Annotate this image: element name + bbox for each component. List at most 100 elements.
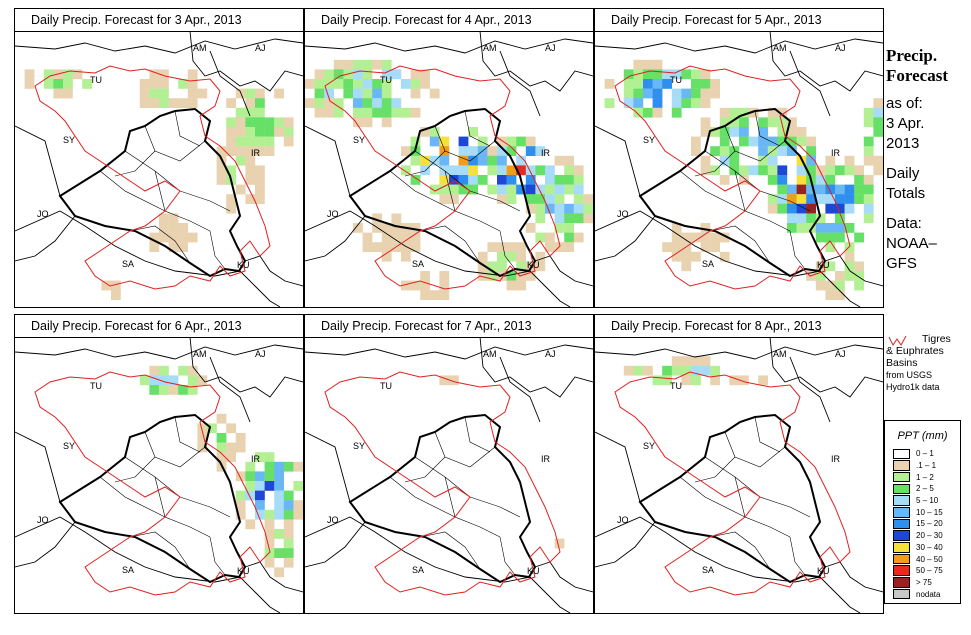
precip-map: AM AJ TU SY IR JO SA KU: [595, 337, 883, 613]
precip-cell: [305, 79, 315, 89]
precip-cell: [758, 165, 768, 176]
precip-cell: [410, 232, 421, 243]
precip-cell: [420, 280, 430, 291]
precip-cell: [53, 79, 64, 89]
country-border: [789, 50, 831, 117]
legend-label: 1 – 2: [916, 472, 934, 482]
precip-cell: [796, 136, 807, 147]
precip-cell: [825, 223, 836, 233]
precip-cell: [671, 107, 682, 118]
precip-cell: [381, 88, 392, 99]
panel-title: Daily Precip. Forecast for 8 Apr., 2013: [595, 315, 883, 338]
precip-cell: [633, 365, 644, 376]
precip-cell: [391, 107, 402, 118]
precip-cell: [283, 519, 294, 530]
country-border: [15, 38, 303, 54]
precip-cell: [806, 146, 816, 156]
precip-cell: [159, 232, 169, 243]
legend-label: .1 – 1: [916, 461, 937, 471]
precip-cell: [274, 529, 284, 539]
country-label-sy: SY: [353, 441, 365, 451]
country-border: [15, 210, 281, 307]
precip-cell: [748, 107, 759, 118]
sidebar-title-line2: Forecast: [886, 66, 948, 85]
precip-cell: [264, 538, 275, 549]
province-border: [709, 225, 771, 264]
precip-cell: [506, 184, 517, 195]
precip-cell: [497, 242, 507, 252]
precip-cell: [643, 88, 653, 99]
precip-cell: [777, 136, 788, 147]
precip-cell: [314, 69, 325, 80]
precip-cell: [439, 290, 450, 300]
precip-cell: [333, 59, 344, 70]
basin-outline: [614, 371, 851, 596]
precip-cell: [554, 184, 565, 195]
precip-cell: [245, 117, 256, 128]
precip-cell: [410, 88, 421, 99]
precip-cell: [691, 232, 701, 243]
precip-cell: [245, 165, 256, 176]
precip-cell: [245, 127, 256, 137]
precip-cell: [420, 271, 430, 281]
precip-cell: [758, 117, 768, 128]
precip-cell: [274, 500, 284, 510]
precip-cell: [255, 184, 265, 195]
precip-cell: [564, 165, 574, 176]
precip-cell: [353, 59, 363, 70]
precip-cell: [815, 213, 826, 224]
precip-cell: [554, 194, 565, 204]
basin-key-line2: & Euphrates: [886, 345, 944, 357]
precip-cell: [264, 136, 275, 147]
iraq-border: [638, 107, 827, 278]
precip-cell: [825, 232, 836, 243]
precip-cell: [429, 88, 440, 99]
precip-cell: [487, 146, 498, 156]
precip-cell: [739, 127, 749, 137]
province-border: [694, 150, 736, 177]
province-border: [179, 496, 231, 518]
precip-cell: [604, 79, 615, 89]
precip-cell: [796, 213, 807, 224]
precip-cell: [854, 232, 864, 243]
province-border: [754, 416, 781, 453]
province-border: [679, 476, 746, 518]
precip-cell: [362, 232, 373, 243]
precip-cell: [274, 471, 284, 482]
precip-cell: [449, 375, 459, 386]
country-label-aj: AJ: [835, 349, 846, 359]
precip-cell: [139, 88, 150, 99]
precip-cell: [63, 69, 73, 80]
legend-label: nodata: [916, 589, 941, 599]
precip-cell: [429, 290, 440, 300]
precip-cell: [729, 107, 740, 118]
precip-cell: [187, 69, 198, 80]
precip-cell: [863, 184, 874, 195]
province-border: [389, 170, 456, 212]
province-border: [709, 531, 771, 570]
precip-cell: [274, 481, 284, 491]
precip-cell: [806, 136, 816, 147]
country-border: [479, 337, 593, 398]
precip-cell: [226, 194, 236, 204]
basin-outline: [34, 65, 271, 290]
precip-cell: [700, 232, 711, 243]
precip-cell: [873, 165, 883, 176]
panel-title: Daily Precip. Forecast for 5 Apr., 2013: [595, 9, 883, 32]
precip-cell: [178, 79, 188, 89]
country-label-ir: IR: [831, 148, 841, 158]
precip-cell: [623, 98, 634, 108]
precip-cell: [255, 452, 265, 462]
country-label-sa: SA: [702, 565, 714, 575]
precip-cell: [700, 242, 711, 252]
precip-cell: [235, 146, 246, 156]
precip-cell: [63, 79, 73, 89]
precip-cell: [449, 194, 459, 204]
precip-cell: [835, 165, 845, 176]
precip-cell: [468, 127, 478, 137]
province-border: [464, 110, 491, 147]
iraq-border: [58, 413, 247, 584]
precip-cell: [525, 184, 536, 195]
precip-cell: [825, 155, 836, 166]
